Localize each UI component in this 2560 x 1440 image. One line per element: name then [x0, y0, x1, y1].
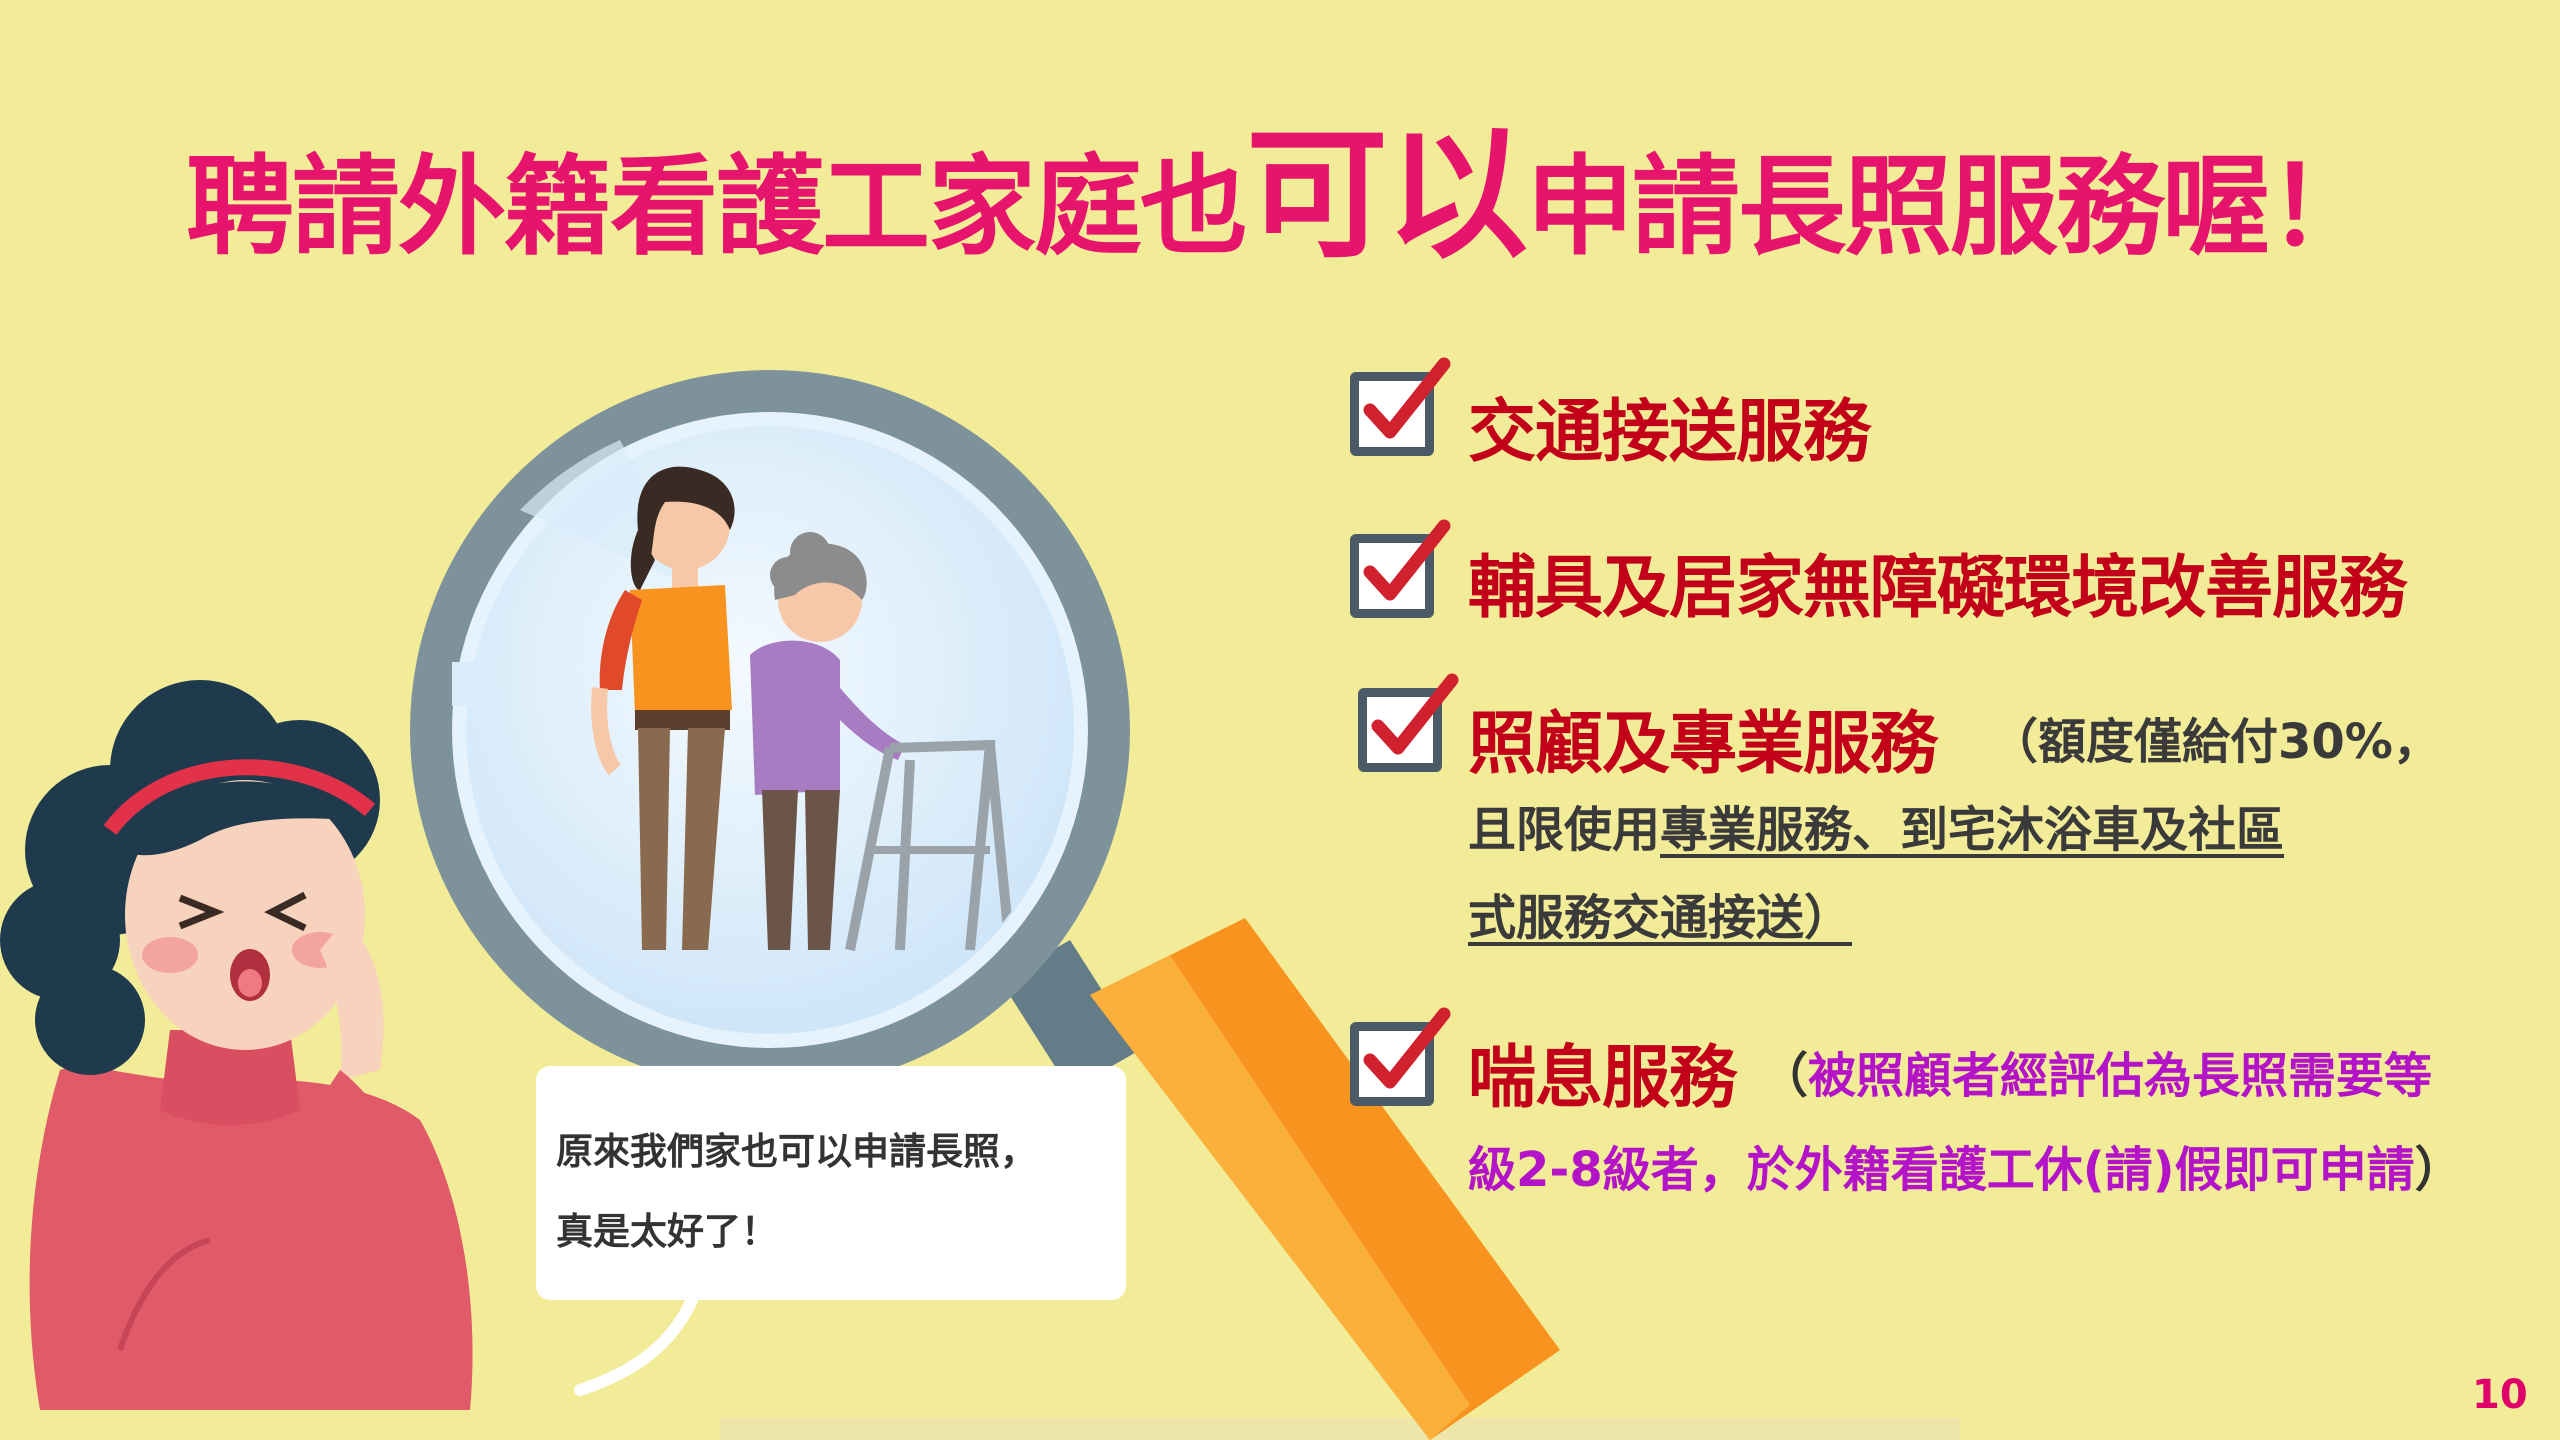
- item-note-care-line1: （額度僅給付30%，: [1990, 714, 2441, 770]
- item-note-respite-open: （: [1760, 1048, 1809, 1104]
- item-note-respite-text2: 級2-8級者，於外籍看護工休(請)假即可申請: [1468, 1142, 2415, 1198]
- item-title-care-professional: 照顧及專業服務: [1468, 705, 1938, 784]
- bubble-line-2: 真是太好了！: [556, 1210, 778, 1253]
- checkbox-checked-icon: [1350, 1007, 1451, 1106]
- magnifier-illustration: [410, 370, 1560, 1440]
- checkbox-checked-icon: [1350, 519, 1451, 618]
- speech-bubble-tail: [574, 1274, 706, 1396]
- item-note-respite-close: ）: [2414, 1142, 2463, 1198]
- magnifier-handle: [1000, 918, 1560, 1440]
- item-note-care-line2-underlined: 專業服務、到宅沐浴車及社區: [1660, 802, 2285, 858]
- speech-bubble: 原來我們家也可以申請長照， 真是太好了！: [536, 1066, 1126, 1300]
- woman-illustration: [0, 680, 473, 1410]
- page-title: 聘請外籍看護工家庭也可以申請長照服務喔！: [0, 117, 2560, 274]
- item-note-care-line3: 式服務交通接送）: [1468, 878, 1852, 948]
- title-part2: 申請長照服務喔！: [1526, 145, 2376, 270]
- checkbox-checked-icon: [1350, 357, 1451, 456]
- page-number: 10: [2472, 1372, 2528, 1418]
- title-part1: 聘請外籍看護工家庭也: [185, 145, 1248, 270]
- bubble-line-1: 原來我們家也可以申請長照，: [556, 1130, 1037, 1173]
- item-title-transport: 交通接送服務: [1468, 393, 1871, 472]
- item-note-care-line2: 且限使用專業服務、到宅沐浴車及社區: [1468, 790, 2284, 860]
- title-emphasis: 可以: [1246, 113, 1528, 278]
- item-note-care-line3-underlined: 式服務交通接送）: [1468, 890, 1853, 946]
- item-title-respite: 喘息服務: [1468, 1039, 1737, 1118]
- item-title-assistive-devices: 輔具及居家無障礙環境改善服務: [1468, 549, 2407, 628]
- bottom-band: [720, 1418, 1960, 1440]
- caregiver-and-elder-illustration: [591, 466, 1015, 951]
- item-note-care-line2-plain: 且限使用: [1468, 802, 1661, 858]
- item-note-respite-line2: 級2-8級者，於外籍看護工休(請)假即可申請）: [1468, 1130, 2463, 1200]
- item-note-respite-line1: （被照顧者經評估為長照需要等: [1760, 1036, 2432, 1106]
- checkbox-checked-icon: [1358, 673, 1459, 772]
- item-note-respite-text1: 被照顧者經評估為長照需要等: [1808, 1048, 2433, 1104]
